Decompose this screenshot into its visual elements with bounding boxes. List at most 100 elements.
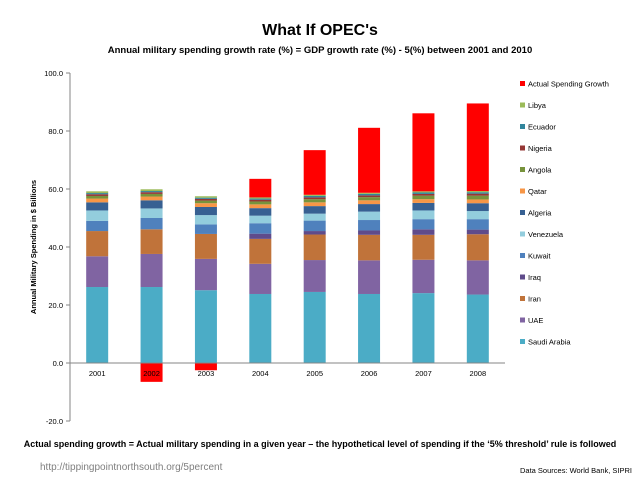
y-axis-label: Annual Military Spending in $ Billions [29,180,38,314]
bar-venezuela-2001 [86,210,109,221]
bar-algeria-2002 [140,200,163,209]
bar-saudi-arabia-2006 [358,293,381,363]
bar-algeria-2005 [303,206,326,214]
bar-algeria-2004 [249,208,272,216]
y-tick-label: -20.0 [46,417,63,426]
legend-label-iran: Iran [528,295,541,304]
legend-label-saudi-arabia: Saudi Arabia [528,338,571,347]
bar-angola-2001 [86,195,109,199]
bar-libya-2001 [86,191,109,194]
bar-kuwait-2006 [358,220,381,231]
bar-qatar-2008 [466,199,489,204]
bar-saudi-arabia-2004 [249,293,272,363]
bar-qatar-2003 [194,203,217,207]
bar-uae-2004 [249,263,272,294]
chart-subtitle: Annual military spending growth rate (%)… [107,45,533,56]
legend-swatch-iran [520,296,525,301]
x-tick-label: 2001 [89,369,106,378]
bar-kuwait-2008 [466,219,489,230]
x-tick-label: 2005 [306,369,323,378]
bar-iran-2008 [466,234,489,261]
bar-ecuador-2002 [140,191,163,193]
legend-label-nigeria: Nigeria [528,144,553,153]
bar-ecuador-2008 [466,192,489,194]
bar-algeria-2001 [86,202,109,211]
bar-saudi-arabia-2003 [194,290,217,363]
legend-label-kuwait: Kuwait [528,252,551,261]
bar-qatar-2005 [303,202,326,207]
bar-iran-2001 [86,231,109,257]
bar-iraq-2008 [466,229,489,235]
legend-label-libya: Libya [528,101,547,110]
bar-libya-2008 [466,191,489,193]
bar-nigeria-2007 [412,193,435,196]
bar-nigeria-2008 [466,193,489,196]
bar-kuwait-2002 [140,218,163,230]
legend-label-algeria: Algeria [528,209,552,218]
bar-venezuela-2002 [140,208,163,218]
bar-iran-2004 [249,238,272,264]
y-tick-label: 40.0 [48,243,63,252]
bar-uae-2006 [358,260,381,294]
bar-uae-2003 [194,258,217,291]
bar-venezuela-2006 [358,211,381,221]
legend-label-angola: Angola [528,166,552,175]
bar-saudi-arabia-2007 [412,293,435,363]
bar-venezuela-2007 [412,210,435,220]
bar-nigeria-2004 [249,199,272,202]
bar-saudi-arabia-2002 [140,287,163,363]
data-sources: Data Sources: World Bank, SIPRI [520,466,632,475]
bar-algeria-2008 [466,203,489,212]
bar-ecuador-2001 [86,193,109,195]
bar-algeria-2007 [412,202,435,211]
bar-angola-2002 [140,193,163,197]
legend-swatch-kuwait [520,253,525,258]
bar-actual-spending-growth-2004 [249,178,272,198]
legend-label-actual-spending-growth: Actual Spending Growth [528,80,609,89]
bar-qatar-2004 [249,204,272,209]
bar-venezuela-2004 [249,215,272,224]
bar-uae-2005 [303,260,326,292]
bar-saudi-arabia-2001 [86,287,109,363]
bar-uae-2008 [466,260,489,295]
bar-venezuela-2005 [303,213,326,221]
bar-saudi-arabia-2005 [303,291,326,363]
bar-kuwait-2001 [86,220,109,232]
bar-kuwait-2005 [303,220,326,232]
x-tick-label: 2003 [198,369,215,378]
chart-canvas: -20.0 0.0 20.0 40.0 60.0 80.0 100.0 Annual Mili… [29,69,609,426]
bar-algeria-2003 [194,206,217,216]
bar-actual-spending-growth-2006 [358,127,381,193]
x-tick-label: 2004 [252,369,269,378]
bar-iraq-2007 [412,229,435,235]
legend-swatch-algeria [520,210,525,215]
bar-iran-2007 [412,234,435,260]
legend-swatch-angola [520,167,525,172]
bar-nigeria-2002 [140,192,163,194]
y-tick-label: 0.0 [53,359,63,368]
y-tick-label: 100.0 [44,69,63,78]
bar-angola-2006 [358,197,381,201]
source-url[interactable]: http://tippingpointnorthsouth.org/5perce… [40,462,223,473]
y-tick-label: 20.0 [48,301,63,310]
bar-ecuador-2007 [412,192,435,194]
legend-label-iraq: Iraq [528,273,541,282]
bar-iran-2005 [303,234,326,261]
legend-label-ecuador: Ecuador [528,123,556,132]
bar-uae-2002 [140,253,163,288]
bar-actual-spending-growth-2003 [194,363,217,371]
bar-kuwait-2004 [249,223,272,234]
legend-swatch-iraq [520,274,525,280]
bar-libya-2005 [303,194,326,196]
chart-title: What If OPEC's [262,22,378,39]
legend-label-venezuela: Venezuela [528,230,564,239]
y-tick-label: 80.0 [48,127,63,136]
x-tick-label: 2006 [361,369,378,378]
bar-iran-2002 [140,229,163,254]
legend-swatch-venezuela [520,231,525,237]
bar-libya-2002 [140,189,163,192]
bar-nigeria-2005 [303,197,326,200]
bar-iran-2003 [194,233,217,259]
bar-angola-2004 [249,201,272,205]
bar-iraq-2006 [358,230,381,235]
